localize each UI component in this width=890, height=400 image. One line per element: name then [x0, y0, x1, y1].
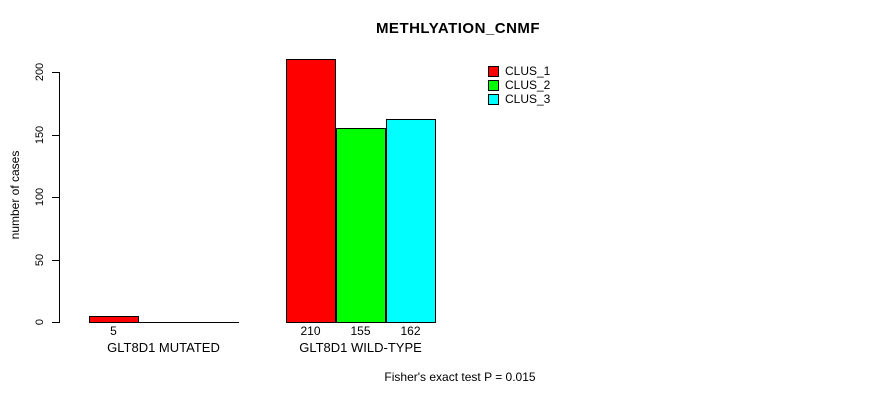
group-baseline — [88, 322, 239, 323]
y-tick-label: 100 — [34, 187, 46, 207]
category-label: GLT8D1 MUTATED — [107, 340, 220, 355]
legend-item: CLUS_1 — [488, 64, 551, 78]
y-axis-label: number of cases — [8, 150, 22, 240]
category-label: GLT8D1 WILD-TYPE — [299, 340, 422, 355]
y-tick-label: 50 — [34, 253, 46, 266]
legend-color-swatch — [488, 80, 499, 91]
y-tick-label: 200 — [34, 62, 46, 82]
bar-clus_3 — [385, 119, 436, 323]
bar-value-label: 210 — [300, 324, 321, 338]
chart-title: METHLYATION_CNMF — [375, 20, 541, 37]
annotation-text: Fisher's exact test P = 0.015 — [384, 370, 536, 384]
bar-value-label: 162 — [400, 324, 421, 338]
legend-color-swatch — [488, 94, 499, 105]
legend-color-swatch — [488, 66, 499, 77]
bar-value-label: 155 — [350, 324, 371, 338]
legend-item: CLUS_3 — [488, 92, 551, 106]
legend-item: CLUS_2 — [488, 78, 551, 92]
bar-clus_1 — [88, 316, 139, 323]
y-axis-line — [59, 72, 60, 323]
legend: CLUS_1 CLUS_2 CLUS_3 — [488, 64, 551, 108]
y-tick-label: 0 — [34, 318, 46, 326]
legend-series-label: CLUS_2 — [505, 78, 551, 92]
y-tick-mark — [52, 197, 59, 198]
y-tick-label: 150 — [34, 125, 46, 144]
y-tick-mark — [52, 72, 59, 73]
y-tick-mark — [52, 134, 59, 136]
y-tick-mark — [52, 322, 59, 323]
y-tick-mark — [52, 259, 59, 261]
bar-value-label: 5 — [110, 324, 117, 338]
bar-clus_1 — [285, 59, 336, 323]
bar-clus_2 — [335, 128, 386, 323]
legend-series-label: CLUS_1 — [505, 64, 551, 78]
legend-series-label: CLUS_3 — [505, 92, 551, 106]
